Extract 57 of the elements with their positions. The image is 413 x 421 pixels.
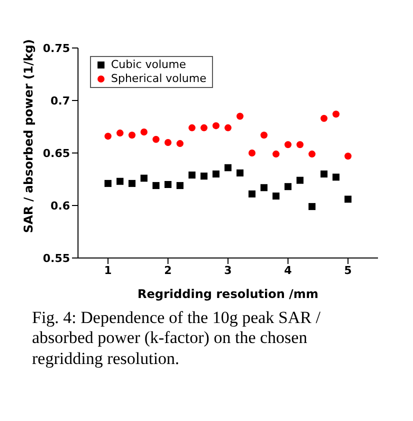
point [320,170,328,178]
point [224,164,232,172]
point [248,190,256,198]
point [296,141,304,148]
point [260,184,268,192]
point [128,180,136,187]
point [332,110,340,118]
point [344,152,352,160]
point [140,174,148,182]
point [212,170,220,178]
point [296,176,304,184]
caption: Fig. 4: Dependence of the 10g peak SAR / absorbed power (k-factor) on the chosen regridding resolution. [31,308,322,370]
x-tick-label: 1 [104,264,112,277]
point [140,128,148,136]
point [164,139,172,146]
point [116,178,124,185]
y-tick-label: 0.75 [42,42,70,55]
x-tick-label: 2 [164,264,172,277]
x-tick-label: 5 [344,264,352,277]
point [104,132,112,140]
point [164,181,172,188]
point [188,172,196,179]
x-tick-label: 3 [224,264,232,277]
point [344,196,352,203]
legend-label: Cubic volume [111,58,186,72]
point [152,182,160,190]
point [128,132,136,139]
y-tick-label: 0.6 [50,199,70,212]
point [308,203,316,210]
point [236,112,244,120]
point [200,124,208,132]
y-tick-label: 0.7 [50,94,70,108]
point [224,124,232,132]
point [308,150,316,158]
point [104,180,112,187]
point [284,141,292,148]
legend-label: Spherical volume [111,72,206,86]
point [176,182,184,190]
point [152,136,160,143]
point [248,150,256,156]
x-tick-label: 4 [284,264,292,277]
point [212,122,220,130]
point [260,132,268,139]
point [176,140,184,148]
point [200,172,208,180]
y-axis-title: SAR / absorbed power (1/kg) [21,39,36,233]
point [272,150,280,158]
x-axis-title: Regridding resolution /mm [138,287,318,301]
point [320,114,328,122]
point [272,192,280,200]
point [332,174,340,181]
point [188,124,196,132]
y-tick-label: 0.65 [42,146,70,160]
point [236,169,244,176]
y-tick-label: 0.55 [42,252,70,265]
point [116,130,124,137]
point [284,183,292,190]
